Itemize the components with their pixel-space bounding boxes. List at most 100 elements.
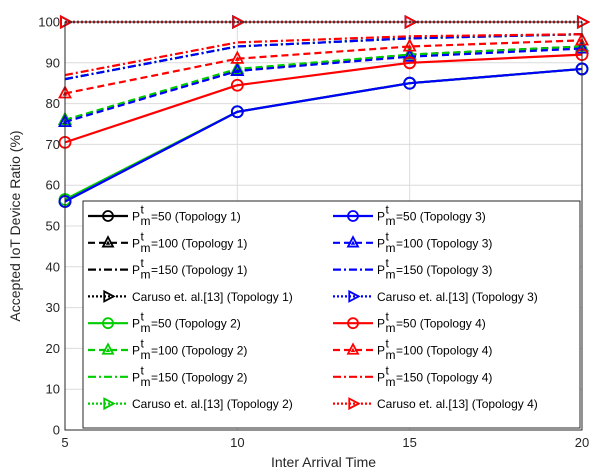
y-tick-label: 10: [46, 382, 60, 397]
legend-label-subscript: m: [386, 268, 396, 282]
data-point: [403, 76, 417, 90]
legend-label-tail: =150 (Topology 3): [396, 263, 492, 277]
legend-label: P: [377, 263, 385, 277]
series-7: [64, 33, 583, 81]
series-line: [64, 33, 583, 81]
legend-label: P: [132, 317, 140, 331]
data-point-fill: [234, 68, 240, 74]
data-point-fill: [407, 44, 413, 49]
legend-label-subscript: m: [141, 375, 151, 389]
legend-label-subscript: m: [141, 241, 151, 255]
data-point: [230, 62, 245, 76]
legend-marker-fill: [350, 347, 356, 352]
legend-label: P: [132, 236, 140, 250]
y-tick-label: 100: [38, 15, 60, 30]
legend-marker: [348, 397, 361, 411]
legend-entry: Caruso et. al.[13] (Topology 2): [88, 397, 293, 411]
legend-label-subscript: m: [141, 268, 151, 282]
x-tick-label: 10: [230, 435, 244, 450]
legend-label-subscript: m: [141, 214, 151, 228]
series-line: [64, 39, 583, 95]
legend-label-tail: =100 (Topology 3): [396, 236, 492, 250]
data-point: [230, 105, 244, 119]
series-line: [64, 67, 583, 203]
series-10: [58, 40, 589, 127]
legend-label-subscript: m: [386, 375, 396, 389]
legend-marker: [346, 235, 360, 248]
legend-label: Caruso et. al.[13] (Topology 3): [377, 290, 538, 304]
data-point: [403, 56, 417, 70]
data-point: [59, 15, 74, 29]
x-tick-label: 20: [575, 435, 589, 450]
legend-label-tail: =100 (Topology 1): [151, 236, 247, 250]
series-line: [64, 67, 583, 203]
series-3: [64, 33, 583, 81]
series-14: [58, 32, 589, 99]
legend-label-tail: =100 (Topology 4): [396, 344, 492, 358]
legend-label-superscript: t: [386, 256, 390, 270]
legend-label-tail: =50 (Topology 3): [396, 210, 486, 224]
legend-label-subscript: m: [386, 241, 396, 255]
legend-label: Caruso et. al.[13] (Topology 4): [377, 397, 538, 411]
legend-label-superscript: t: [141, 337, 145, 351]
y-tick-label: 50: [46, 219, 60, 234]
legend-label-tail: =50 (Topology 2): [151, 317, 241, 331]
plot-frame: [64, 21, 583, 431]
y-tick-label: 40: [46, 259, 60, 274]
legend-label-subscript: m: [386, 321, 396, 335]
legend-label-superscript: t: [141, 229, 145, 243]
y-tick-label: 70: [46, 137, 60, 152]
data-point-fill: [234, 56, 240, 61]
series-line: [64, 33, 583, 81]
legend-label-tail: =150 (Topology 2): [151, 370, 247, 384]
legend-label: P: [132, 210, 140, 224]
legend-marker-fill: [350, 240, 356, 245]
x-axis-label: Inter Arrival Time: [271, 454, 376, 470]
legend-label-tail: =100 (Topology 2): [151, 344, 247, 358]
legend-label-superscript: t: [386, 337, 390, 351]
data-point: [402, 48, 417, 62]
legend-label: P: [132, 263, 140, 277]
y-tick-label: 20: [46, 341, 60, 356]
series-layer: [58, 15, 590, 208]
legend-label: P: [377, 370, 385, 384]
legend-label-superscript: t: [141, 363, 145, 377]
legend-marker: [103, 289, 116, 303]
legend-label-superscript: t: [141, 310, 145, 324]
series-line: [64, 33, 583, 81]
data-point: [230, 78, 244, 92]
data-point: [402, 38, 417, 52]
series-line: [64, 67, 583, 201]
x-tick-label: 15: [402, 435, 416, 450]
legend-marker: [101, 235, 115, 248]
y-tick-label: 80: [46, 96, 60, 111]
legend-entry: Caruso et. al.[13] (Topology 3): [333, 290, 538, 304]
legend-label-superscript: t: [386, 203, 390, 217]
x-tick-label: 5: [61, 435, 68, 450]
y-tick-label: 60: [46, 178, 60, 193]
legend-marker: [346, 342, 360, 355]
legend-label: Caruso et. al.[13] (Topology 1): [132, 290, 293, 304]
series-5: [58, 62, 589, 206]
legend-label-superscript: t: [386, 363, 390, 377]
series-15: [64, 33, 583, 77]
series-line: [64, 33, 583, 77]
series-line: [64, 45, 583, 121]
legend-label-subscript: m: [141, 348, 151, 362]
y-tick-label: 30: [46, 300, 60, 315]
legend-label-subscript: m: [386, 214, 396, 228]
legend-label-superscript: t: [386, 229, 390, 243]
legend-label: P: [132, 344, 140, 358]
